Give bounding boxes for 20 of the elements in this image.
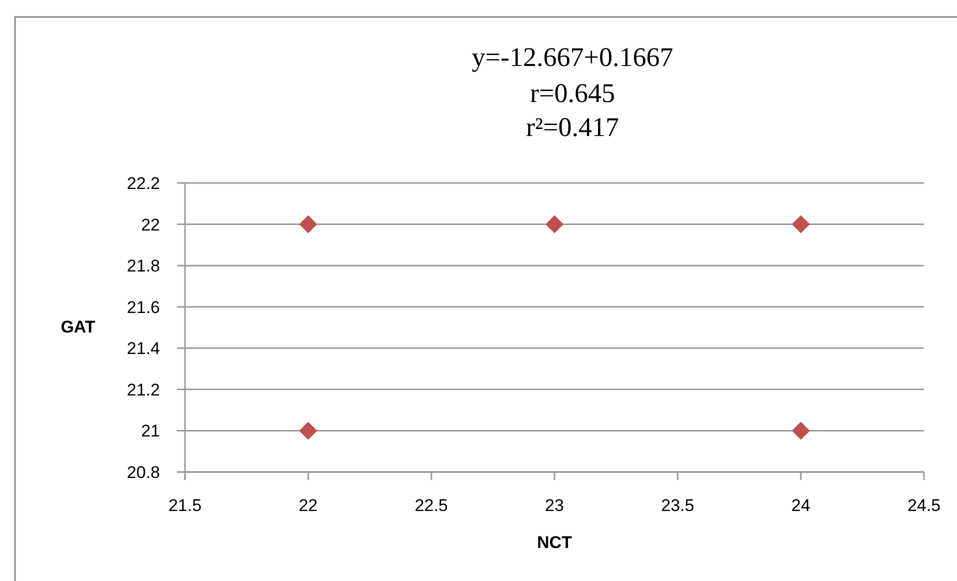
- y-tick-label: 21.8: [126, 256, 160, 276]
- x-tick-label: 23.5: [661, 496, 694, 515]
- y-tick-label: 22.2: [126, 174, 160, 193]
- y-tick-label: 21.6: [126, 298, 160, 317]
- x-tick-label: 24: [791, 496, 810, 515]
- y-tick-label: 21.2: [126, 380, 160, 400]
- text: r=0.645: [530, 78, 615, 108]
- y-tick-label: 21.4: [126, 339, 160, 358]
- x-axis-title: NCT: [537, 533, 573, 552]
- x-tick-label: 21.5: [168, 496, 202, 515]
- y-tick-label: 22: [141, 215, 160, 234]
- x-tick-label: 22.5: [414, 496, 448, 515]
- text: r²=0.417: [526, 112, 620, 142]
- y-tick-label: 20.8: [126, 463, 160, 482]
- x-tick-label: 24.5: [907, 496, 941, 515]
- x-tick-label: 23: [545, 496, 564, 515]
- y-tick-label: 21: [141, 422, 160, 441]
- x-tick-label: 22: [298, 496, 318, 515]
- chart-title: y=-12.667+0.1667: [472, 42, 674, 72]
- y-axis-title: GAT: [60, 318, 96, 336]
